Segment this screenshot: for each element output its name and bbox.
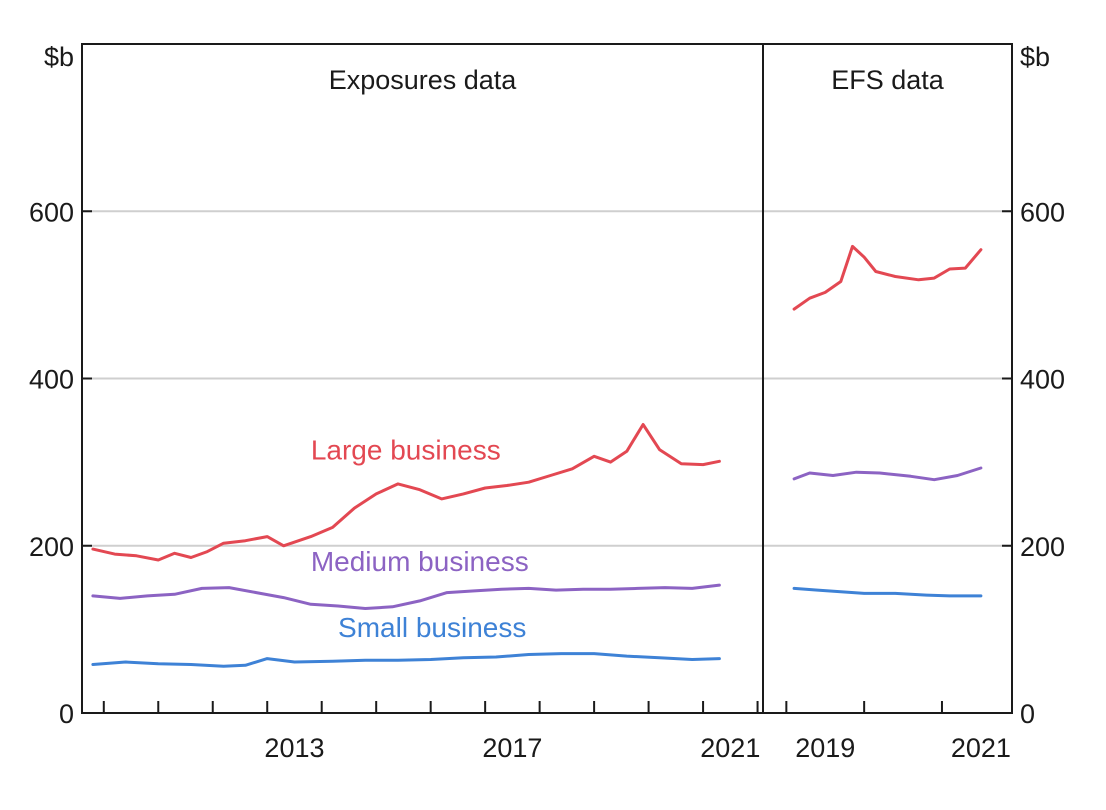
x-tick-label: 2019: [795, 733, 855, 763]
y-tick-label-left: 200: [29, 532, 74, 562]
series-annotation: Medium business: [311, 546, 529, 577]
series-line-large-business: [91, 423, 721, 562]
series-lines: [91, 244, 983, 668]
series-line-medium-business: [91, 583, 721, 610]
y-tick-label-left: 0: [59, 699, 74, 729]
panel-title: Exposures data: [329, 65, 518, 95]
y-unit-left: $b: [44, 42, 74, 72]
axis-labels: 0 0 200 200 400 400 600 600 $b $b Exposures data 20…: [29, 42, 1065, 763]
series-annotation: Large business: [311, 435, 501, 466]
x-tick-label: 2013: [264, 733, 324, 763]
axis-ticks: [82, 210, 1012, 714]
x-tick-label: 2021: [700, 733, 760, 763]
series-line-medium-business: [792, 466, 983, 482]
x-tick-label: 2021: [951, 733, 1011, 763]
y-tick-label-left: 400: [29, 365, 74, 395]
y-tick-label-right: 400: [1020, 365, 1065, 395]
series-line-small-business: [91, 652, 721, 668]
annotations: Large business Medium business Small busin…: [311, 435, 529, 643]
y-unit-right: $b: [1020, 42, 1050, 72]
y-tick-label-left: 600: [29, 197, 74, 227]
x-tick-label: 2017: [482, 733, 542, 763]
series-annotation: Small business: [338, 612, 526, 643]
series-line-large-business: [792, 244, 983, 311]
panel-title: EFS data: [831, 65, 945, 95]
y-tick-label-right: 600: [1020, 197, 1065, 227]
y-tick-label-right: 0: [1020, 699, 1035, 729]
gridlines: [82, 210, 1012, 547]
y-tick-label-right: 200: [1020, 532, 1065, 562]
series-line-small-business: [792, 586, 983, 598]
